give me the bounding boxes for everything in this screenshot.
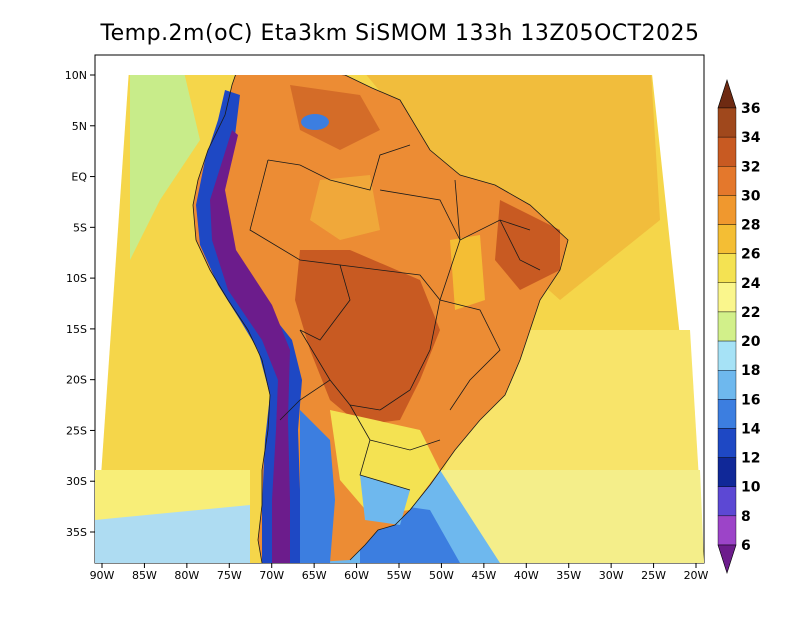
colorbar-label: 30 [741,188,761,204]
colorbar-segment [717,136,737,167]
colorbar-segment [717,399,737,429]
land-mild-amazon [310,175,380,240]
andes-coldest [210,130,290,563]
land-hot-north [290,85,380,150]
ocean-pacific-cool [130,75,200,260]
land-uruguay-cool [360,475,410,525]
cold-spot-north [301,114,329,130]
colorbar-label: 14 [741,421,761,437]
colorbar-label: 22 [741,305,760,321]
colorbar-label: 18 [741,363,760,379]
colorbar-label: 32 [741,159,760,175]
ocean-warm-band [350,75,660,300]
land-south-brazil [330,410,440,515]
lon-tick-label: 45W [471,569,496,582]
lon-tick-label: 55W [387,569,412,582]
lon-tick-label: 90W [90,569,115,582]
lat-tick-label: 10N [65,69,87,82]
lat-tick-label: 25S [66,424,87,437]
lon-tick-label: 20W [684,569,709,582]
lon-tick-label: 60W [344,569,369,582]
colorbar-segment [717,253,737,284]
colorbar-label: 10 [741,480,761,496]
colorbar-label: 6 [741,538,751,554]
colorbar-label: 26 [741,247,760,263]
ocean-pacific-cool-south [95,505,250,563]
colorbar-segment [717,457,737,487]
colorbar-label: 34 [741,130,761,146]
lon-tick-label: 65W [302,569,327,582]
colorbar-top-arrow [717,79,737,109]
colorbar-label: 36 [741,101,760,117]
colorbar-segment [717,486,737,517]
longitude-axis: 90W 85W 80W 75W 70W 65W 60W 55W 50W 45W 40W 35W 30W 2… [90,563,709,582]
lat-tick-label: 35S [66,526,87,539]
colorbar-label: 12 [741,451,760,467]
colorbar-segment [717,311,737,342]
colorbar-bottom-arrow [717,544,737,574]
map-title: Temp.2m(oC) Eta3km SiSMOM 133h 13Z05OCT2… [99,21,699,46]
andes-transition [300,410,335,563]
colorbar-label: 20 [741,334,761,350]
colorbar-segment [717,282,737,313]
lat-tick-label: 15S [66,323,87,336]
political-borders [192,75,569,563]
lon-tick-label: 70W [259,569,284,582]
lon-tick-label: 85W [132,569,157,582]
colorbar-segment [717,166,737,196]
colorbar-segment [717,428,737,458]
lat-tick-label: EQ [71,171,87,184]
lat-tick-label: 30S [66,475,87,488]
ocean-far-south-atlantic [440,470,704,563]
lon-tick-label: 25W [641,569,666,582]
colorbar-label: 16 [741,392,760,408]
colorbar-label: 28 [741,218,760,234]
colorbar-segment [717,107,737,138]
lat-tick-label: 5N [72,120,87,133]
colorbar-segment [717,515,737,546]
temperature-colorbar: 36 34 32 30 28 26 24 22 20 18 16 14 12 10 8 6 [717,79,761,574]
lon-tick-label: 30W [599,569,624,582]
lon-tick-label: 50W [429,569,454,582]
colorbar-label: 24 [741,276,761,292]
lon-tick-label: 80W [174,569,199,582]
lat-tick-label: 5S [73,221,87,234]
lat-tick-label: 10S [66,272,87,285]
colorbar-segment [717,340,737,371]
latitude-axis: 10N 5N EQ 5S 10S 15S 20S 25S 30S 35S [65,69,95,539]
colorbar-segment [717,224,737,254]
colorbar-segment [717,370,737,400]
lon-tick-label: 35W [556,569,581,582]
lon-tick-label: 75W [217,569,242,582]
lat-tick-label: 20S [66,374,87,387]
colorbar-segment [717,195,737,225]
land-mild-east [450,235,485,310]
land-hot-northeast [495,200,560,290]
lon-tick-label: 40W [514,569,539,582]
colorbar-label: 8 [741,509,751,525]
